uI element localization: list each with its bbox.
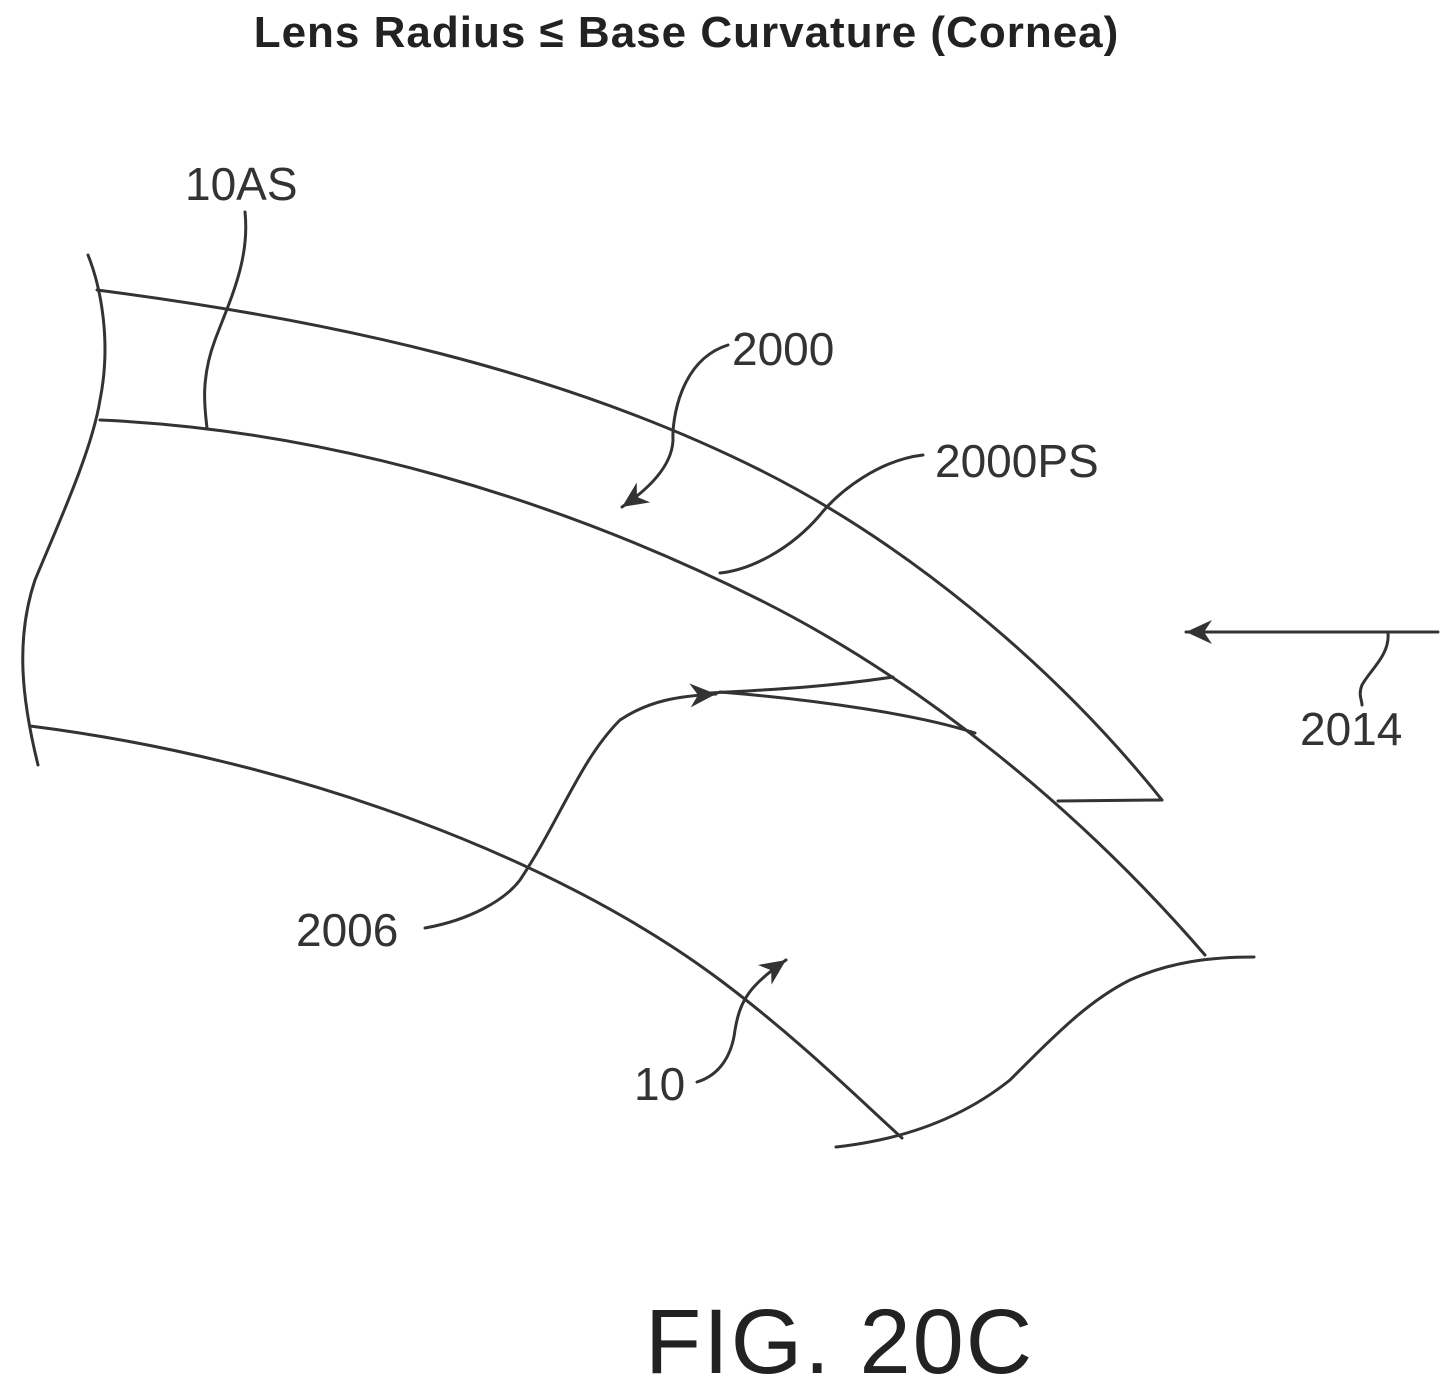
lens-anterior-surface [97,290,1162,800]
leader-2000 [622,345,728,507]
cornea-anterior-surface [100,420,1205,955]
bottom-break-line [836,957,1254,1147]
lens-posterior-flap [710,677,893,693]
cornea-posterior-surface [30,726,902,1138]
left-break-line [23,255,105,765]
leader-2000ps [720,455,923,573]
label-2000: 2000 [732,323,834,375]
figure-label: FIG. 20C [645,1290,1034,1395]
lens-edge [1058,800,1162,801]
leader-10as [205,212,246,428]
label-10: 10 [634,1058,685,1110]
leader-2014 [1360,633,1388,705]
lens-posterior-flap-lower [720,692,975,733]
leader-2006 [425,694,716,928]
label-2014: 2014 [1300,703,1402,755]
label-10as: 10AS [185,158,298,210]
label-2000ps: 2000PS [935,435,1099,487]
label-2006: 2006 [296,904,398,956]
